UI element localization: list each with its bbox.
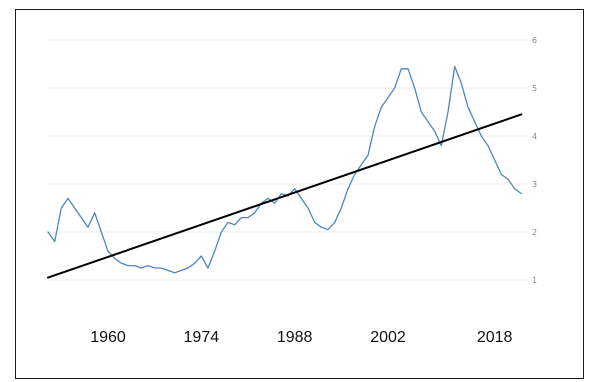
trend-line: [47, 113, 523, 279]
x-tick-label: 2018: [477, 329, 513, 346]
chart-frame: [15, 9, 584, 379]
y-tick-label: 2: [532, 228, 537, 237]
x-tick-label: 2002: [370, 329, 406, 346]
y-tick-label: 1: [532, 276, 537, 285]
y-tick-label: 4: [532, 132, 537, 141]
y-tick-label: 3: [532, 180, 537, 189]
x-tick-label: 1974: [184, 329, 220, 346]
series-line: [47, 65, 522, 274]
x-tick-label: 1988: [277, 329, 313, 346]
y-tick-label: 6: [532, 36, 537, 45]
x-tick-label: 1960: [90, 329, 126, 346]
y-tick-label: 5: [532, 84, 537, 93]
